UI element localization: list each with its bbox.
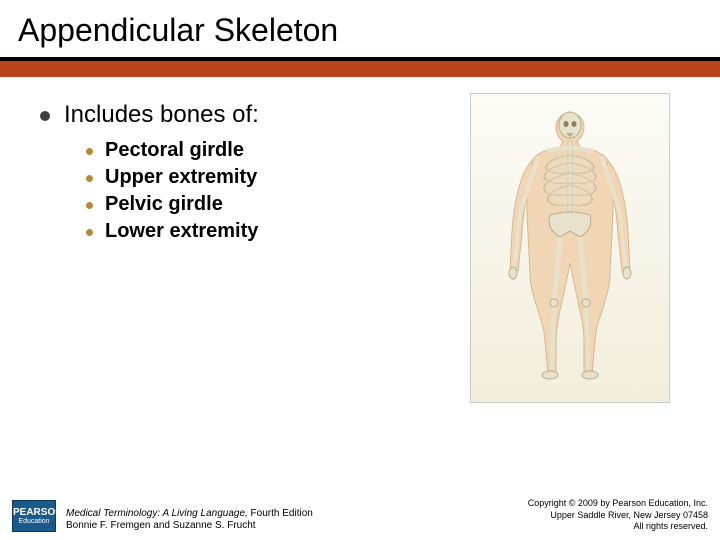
sub-item-text: Pectoral girdle [105,139,244,162]
logo-text-bottom: Education [13,518,55,525]
sub-list: Pectoral girdle Upper extremity Pelvic g… [86,139,462,243]
skeleton-illustration-icon [480,103,660,393]
sub-item-text: Lower extremity [105,220,258,243]
sub-item: Upper extremity [86,166,462,189]
copyright-line-3: All rights reserved. [528,521,708,532]
sub-bullet-dot-icon [86,148,93,155]
pearson-logo: PEARSON Education [12,500,56,532]
sub-item: Pectoral girdle [86,139,462,162]
credits-line-1: Medical Terminology: A Living Language, … [66,508,313,520]
logo-text-top: PEARSON [13,507,55,518]
title-area: Appendicular Skeleton [0,0,720,49]
sub-item: Pelvic girdle [86,193,462,216]
copyright-line-1: Copyright © 2009 by Pearson Education, I… [528,498,708,509]
copyright: Copyright © 2009 by Pearson Education, I… [528,498,708,532]
title-underline [0,57,720,77]
bullet-dot-icon [40,111,50,121]
sub-item-text: Upper extremity [105,166,257,189]
main-bullet: Includes bones of: [40,101,462,129]
footer: PEARSON Education Medical Terminology: A… [0,498,720,532]
sub-bullet-dot-icon [86,175,93,182]
main-bullet-text: Includes bones of: [64,101,259,129]
credits: Medical Terminology: A Living Language, … [66,508,313,532]
image-column [470,93,680,403]
sub-bullet-dot-icon [86,229,93,236]
text-column: Includes bones of: Pectoral girdle Upper… [40,101,462,403]
copyright-line-2: Upper Saddle River, New Jersey 07458 [528,510,708,521]
sub-item: Lower extremity [86,220,462,243]
credits-line-2: Bonnie F. Fremgen and Suzanne S. Frucht [66,520,313,532]
skeleton-figure [470,93,670,403]
sub-item-text: Pelvic girdle [105,193,223,216]
slide-title: Appendicular Skeleton [18,12,720,49]
content-region: Includes bones of: Pectoral girdle Upper… [0,77,720,403]
sub-bullet-dot-icon [86,202,93,209]
